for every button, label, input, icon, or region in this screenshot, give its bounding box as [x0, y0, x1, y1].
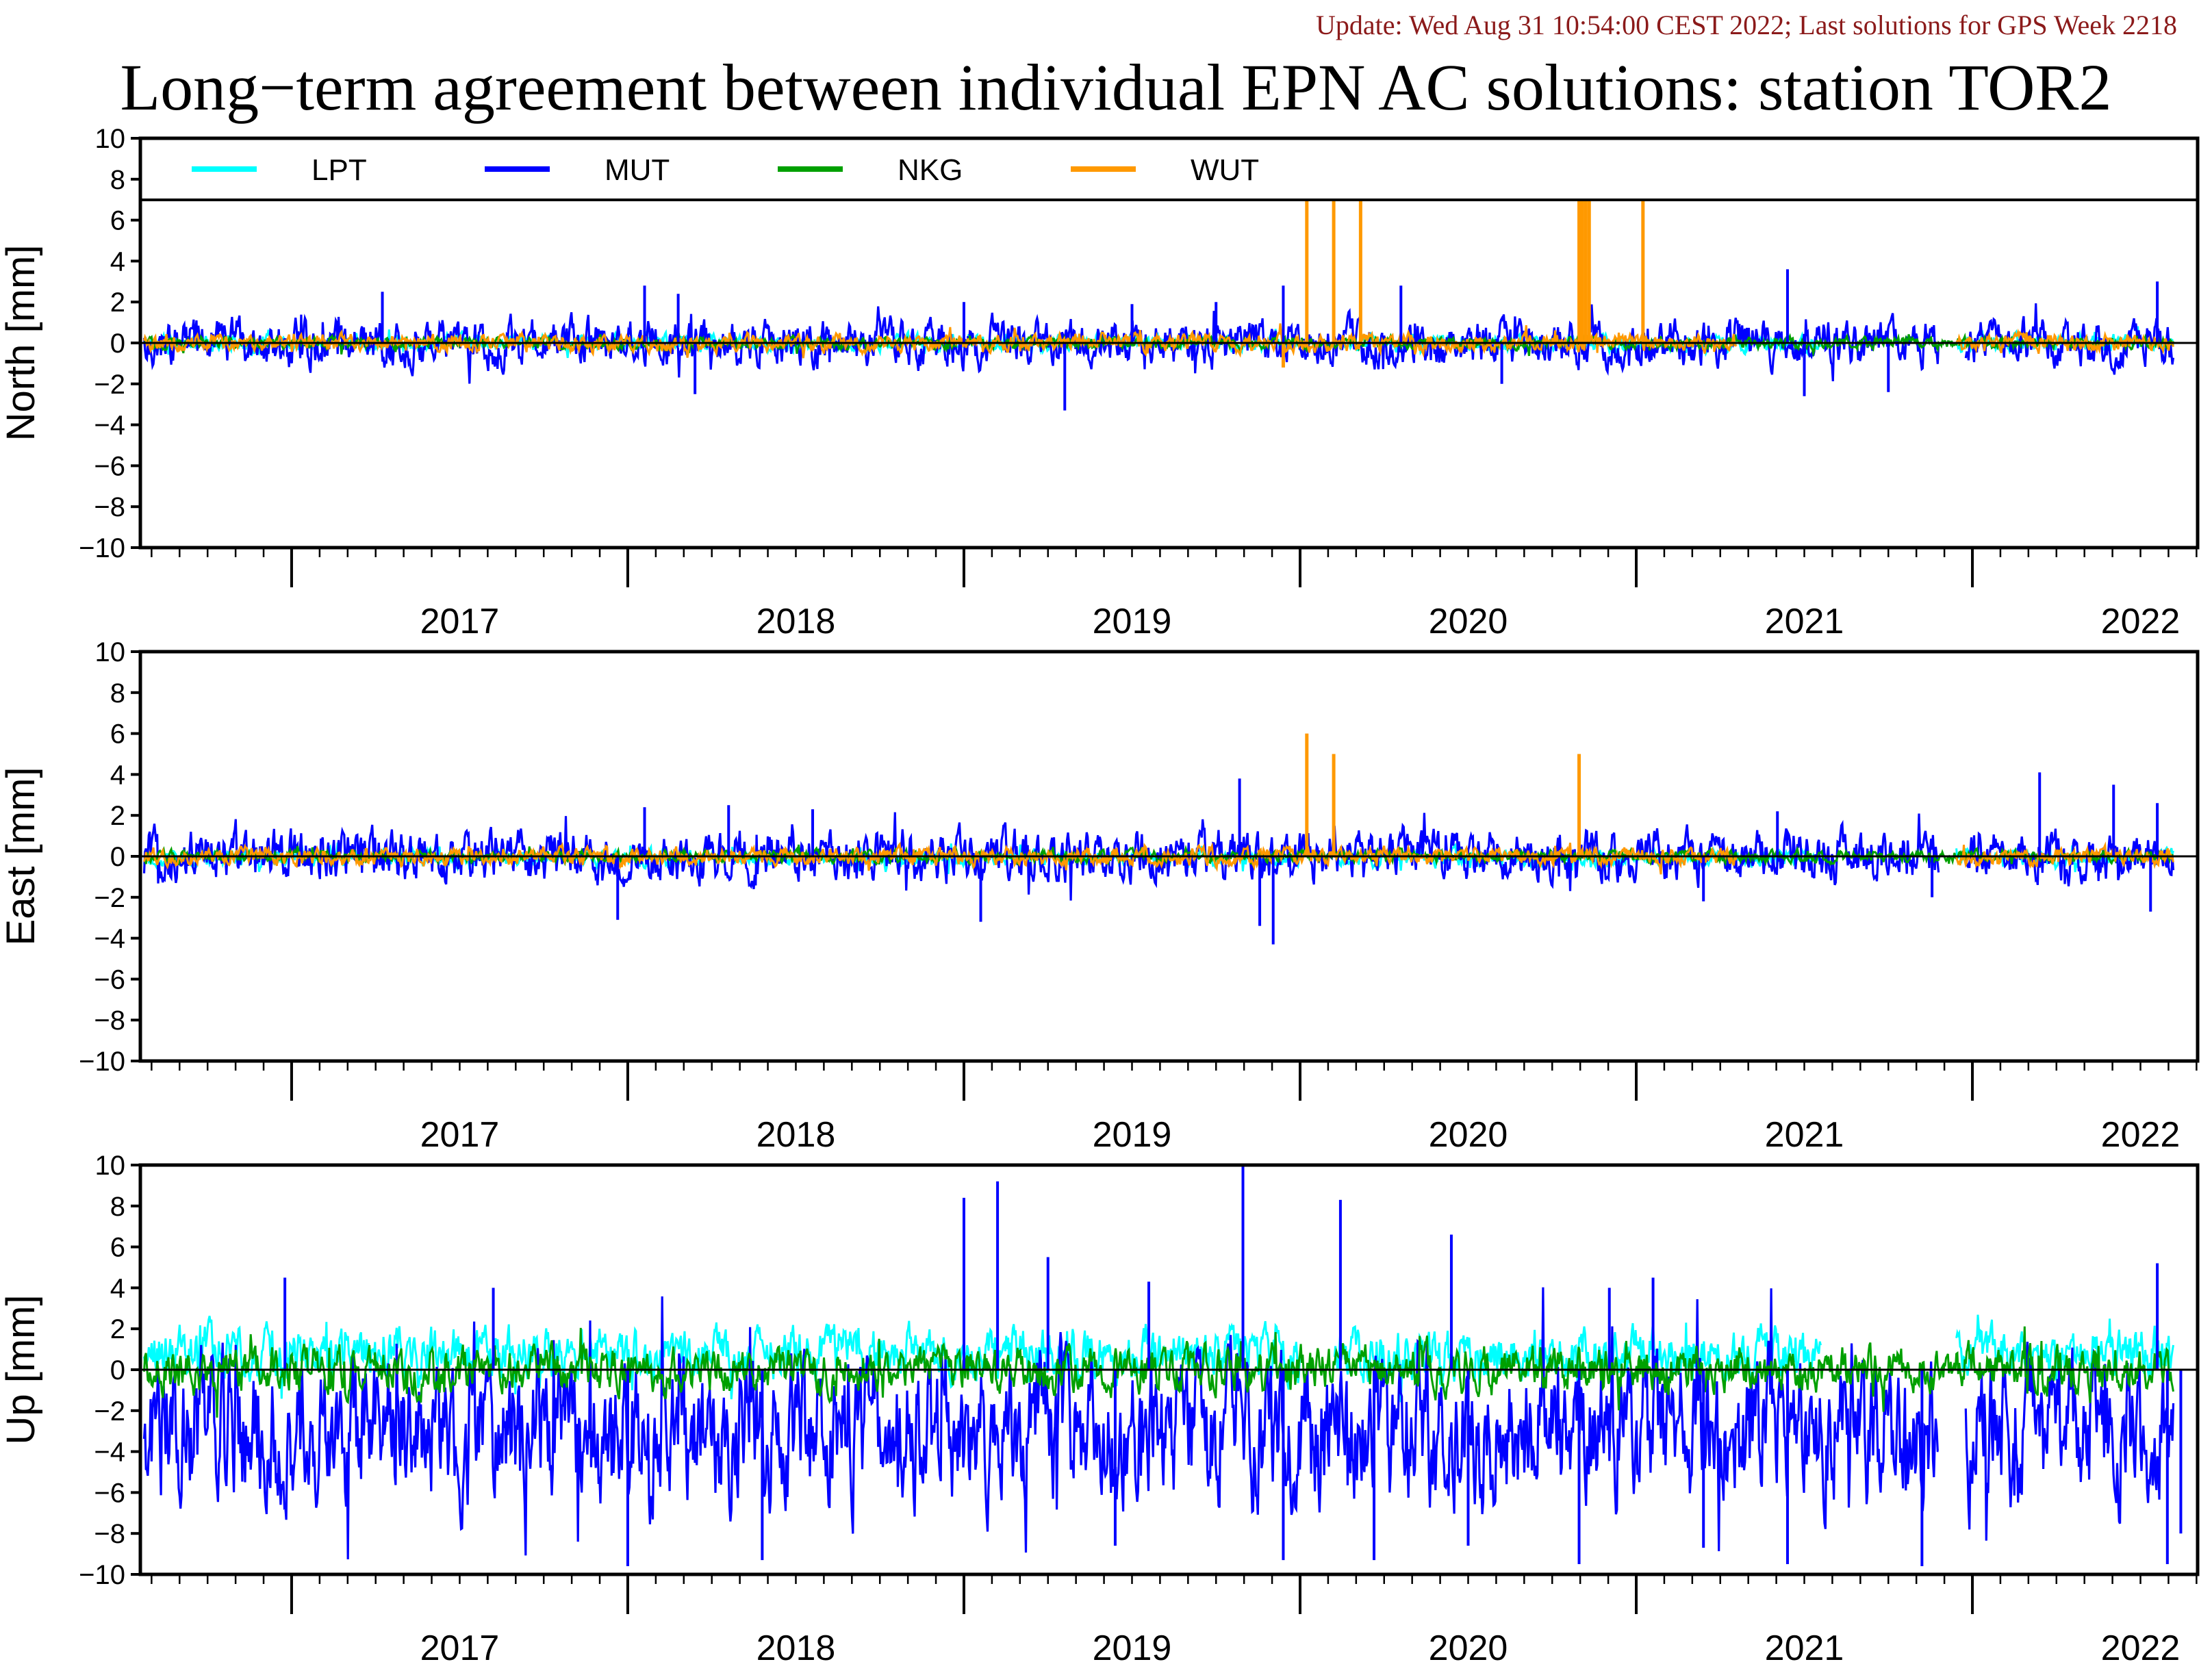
y-tick-label: −2 [94, 883, 125, 913]
x-year-label: 2018 [757, 1628, 836, 1662]
x-year-label: 2020 [1429, 1115, 1508, 1155]
legend-label-nkg: NKG [898, 153, 963, 187]
y-tick-label: 10 [95, 124, 126, 154]
x-year-label: 2017 [420, 1628, 500, 1662]
y-tick-label: −4 [94, 1437, 125, 1468]
x-year-label: 2019 [1093, 1115, 1172, 1155]
x-year-label: 2021 [1765, 602, 1844, 641]
y-tick-label: −2 [94, 1396, 125, 1427]
legend: LPT MUT NKG WUT [140, 138, 2198, 201]
y-axis-label: East [mm] [0, 767, 43, 945]
x-year-label: 2020 [1429, 1628, 1508, 1662]
x-year-label: 2020 [1429, 602, 1508, 641]
panel-east: 10 8 6 4 2 0 −2 −4 −6 −8 −10 East [mm] 2017 2018 2019 2… [0, 637, 2200, 1155]
y-tick-label: 4 [110, 1273, 125, 1303]
y-tick-label: −8 [94, 1519, 125, 1549]
y-tick-label: −10 [79, 533, 125, 563]
y-tick-label: 2 [110, 287, 125, 318]
x-year-label: 2017 [420, 602, 500, 641]
y-axis-label: North [mm] [0, 245, 43, 442]
series-line-nkg [144, 332, 2174, 358]
x-year-label: 2019 [1093, 1628, 1172, 1662]
legend-label-mut: MUT [605, 153, 670, 187]
update-text: Update: Wed Aug 31 10:54:00 CEST 2022; L… [1316, 10, 2177, 40]
legend-bg [140, 138, 2198, 200]
y-tick-label: −10 [79, 1047, 125, 1077]
y-tick-label: −10 [79, 1560, 125, 1590]
x-year-label: 2022 [2101, 1115, 2181, 1155]
y-tick-label: −6 [94, 964, 125, 995]
y-tick-label: 10 [95, 1151, 126, 1181]
panel-up: 10 8 6 4 2 0 −2 −4 −6 −8 −10 Up [mm] 2017 2018 2019 202… [0, 1151, 2200, 1662]
x-year-label: 2022 [2101, 602, 2181, 641]
y-tick-label: −6 [94, 451, 125, 481]
chart-title: Long−term agreement between individual E… [120, 51, 2112, 124]
panel-north: LPT MUT NKG WUT 10 8 6 4 2 0 −2 −4 −6 −8 −10 North [mm]… [0, 124, 2200, 641]
legend-label-lpt: LPT [312, 153, 367, 187]
series-line-mut [142, 303, 2175, 384]
x-year-label: 2017 [420, 1115, 500, 1155]
y-tick-label: 8 [110, 678, 125, 708]
x-year-label: 2021 [1765, 1115, 1844, 1155]
series-line-nkg [143, 1326, 2174, 1418]
y-tick-label: 2 [110, 801, 125, 831]
y-tick-label: −2 [94, 370, 125, 400]
x-year-label: 2022 [2101, 1628, 2181, 1662]
y-tick-label: 4 [110, 760, 125, 790]
y-tick-label: 2 [110, 1314, 125, 1344]
y-tick-label: 6 [110, 1233, 125, 1263]
series-line-mut [142, 1287, 2175, 1560]
y-tick-label: −4 [94, 411, 125, 441]
y-tick-label: 0 [110, 842, 125, 872]
y-tick-label: 6 [110, 206, 125, 236]
x-year-label: 2019 [1093, 602, 1172, 641]
y-tick-label: 4 [110, 246, 125, 277]
y-tick-label: 6 [110, 719, 125, 750]
y-tick-label: 8 [110, 165, 125, 195]
x-year-label: 2018 [757, 602, 836, 641]
y-tick-label: 10 [95, 637, 126, 667]
y-tick-label: 0 [110, 329, 125, 359]
y-tick-label: −6 [94, 1478, 125, 1508]
y-axis-label: Up [mm] [0, 1294, 43, 1444]
y-tick-label: −8 [94, 492, 125, 522]
y-tick-label: 0 [110, 1355, 125, 1385]
y-tick-label: −4 [94, 924, 125, 954]
y-tick-label: −8 [94, 1006, 125, 1036]
x-year-label: 2021 [1765, 1628, 1844, 1662]
panels: LPT MUT NKG WUT 10 8 6 4 2 0 −2 −4 −6 −8 −10 North [mm]… [0, 124, 2200, 1662]
y-tick-label: 8 [110, 1192, 125, 1222]
x-year-label: 2018 [757, 1115, 836, 1155]
legend-label-wut: WUT [1191, 153, 1259, 187]
